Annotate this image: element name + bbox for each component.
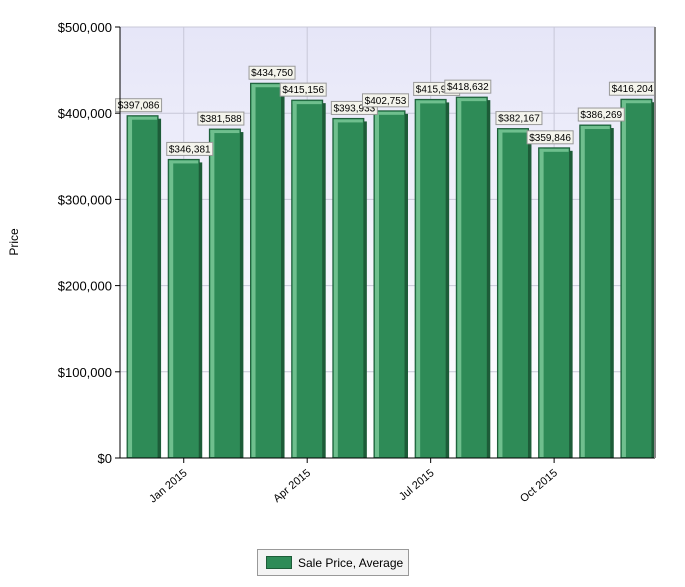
bar-body [620, 98, 653, 459]
bar [167, 158, 203, 459]
y-tick-label: $400,000 [58, 106, 112, 121]
data-label-box [362, 93, 409, 108]
bar-top [375, 111, 404, 115]
legend-label: Sale Price, Average [298, 555, 404, 570]
bar [538, 147, 573, 459]
data-label-text: $359,846 [529, 133, 571, 144]
data-label-box [279, 82, 327, 97]
data-label-box [248, 65, 296, 80]
data-label-text: $415,156 [282, 85, 324, 96]
bar-highlight [210, 130, 215, 457]
data-label-text: $418,632 [447, 82, 489, 93]
bar-top [416, 100, 446, 104]
data-label-text: $402,753 [365, 96, 407, 107]
data-label-text: $416,204 [612, 84, 654, 95]
bar-highlight [292, 101, 297, 457]
data-label: $381,588 [197, 111, 245, 126]
data-label-text: $397,086 [118, 101, 160, 112]
bar-body [496, 128, 529, 459]
data-label-text: $346,381 [169, 144, 211, 155]
x-tick-label: Oct 2015 [518, 467, 560, 505]
bar-body [208, 128, 241, 459]
bar-top [498, 129, 528, 133]
x-tick-label: Apr 2015 [271, 467, 313, 505]
bar-body [414, 98, 447, 459]
data-label: $415,156 [279, 82, 327, 97]
x-tick-label: Jul 2015 [397, 467, 437, 503]
x-tick-label: Jan 2015 [147, 467, 189, 505]
bar-highlight [457, 98, 462, 457]
bar [414, 98, 450, 459]
bar-top [128, 116, 158, 120]
y-tick-label: $500,000 [58, 20, 112, 35]
bar [126, 115, 162, 459]
bar-top [333, 119, 363, 123]
bar [291, 99, 326, 459]
bar-body [250, 82, 283, 459]
data-label-text: $415,999 [416, 84, 458, 95]
bar [208, 128, 244, 459]
bar-body [167, 158, 200, 459]
data-label: $416,204 [608, 81, 656, 96]
bar-highlight [621, 100, 626, 458]
data-label-text: $393,933 [333, 103, 375, 114]
bar-top [621, 100, 651, 104]
data-label-box [166, 141, 214, 156]
bar-highlight [251, 84, 256, 458]
bar-top [539, 148, 569, 152]
bar-highlight [539, 148, 544, 457]
bar-highlight [498, 129, 503, 457]
y-tick-label: $0 [98, 451, 112, 466]
bar [496, 128, 532, 459]
data-label-text: $382,167 [498, 114, 540, 125]
y-tick-label: $300,000 [58, 192, 112, 207]
legend-swatch [266, 556, 292, 569]
data-label-box [444, 79, 492, 94]
data-label: $418,632 [444, 79, 492, 94]
data-label-box [495, 111, 543, 126]
data-label: $359,846 [526, 130, 574, 145]
bar-top [169, 160, 199, 164]
bar [250, 82, 285, 459]
bar-top [580, 126, 610, 130]
data-label: $397,086 [115, 98, 163, 113]
bar-highlight [416, 100, 421, 457]
legend: Sale Price, Average [257, 549, 409, 576]
bar-body [291, 99, 324, 459]
bar [373, 110, 408, 459]
data-label-text: $381,588 [200, 114, 242, 125]
y-tick-label: $100,000 [58, 365, 112, 380]
bar-highlight [169, 160, 174, 458]
bar-highlight [580, 126, 585, 457]
bar [620, 98, 655, 459]
bar-top [210, 130, 240, 134]
bar [455, 96, 491, 459]
data-label-text: $434,750 [251, 68, 293, 79]
bar-top [251, 84, 281, 88]
data-label: $382,167 [495, 111, 543, 126]
bar-highlight [333, 119, 338, 458]
data-label-box [197, 111, 245, 126]
bar-highlight [128, 116, 133, 458]
y-axis-label: Price [7, 228, 21, 256]
data-label: $346,381 [166, 141, 214, 156]
bar-body [332, 117, 365, 459]
bar [332, 117, 367, 459]
data-label-box [115, 98, 163, 113]
data-label-text: $386,269 [580, 110, 622, 121]
bar-body [455, 96, 488, 459]
data-label: $402,753 [362, 93, 409, 108]
data-label-box [577, 107, 625, 122]
bar-top [292, 101, 322, 105]
data-label: $386,269 [577, 107, 625, 122]
y-tick-label: $200,000 [58, 279, 112, 294]
bar-top [457, 98, 487, 102]
bar-body [579, 124, 612, 459]
bar [579, 124, 614, 459]
data-label: $434,750 [248, 65, 296, 80]
bar-highlight [375, 111, 379, 458]
data-label-box [526, 130, 574, 145]
